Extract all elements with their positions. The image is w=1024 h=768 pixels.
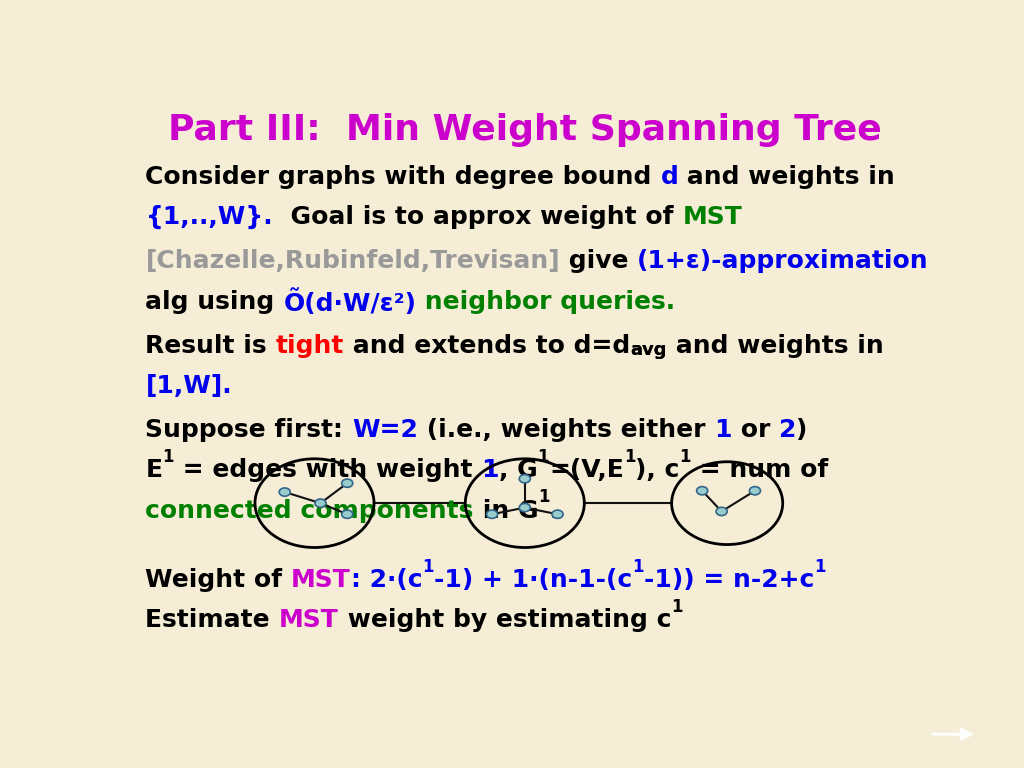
Text: Part III:  Min Weight Spanning Tree: Part III: Min Weight Spanning Tree xyxy=(168,113,882,147)
Text: [1,W].: [1,W]. xyxy=(145,374,232,398)
Text: neighbor queries.: neighbor queries. xyxy=(417,290,676,313)
Text: avg: avg xyxy=(631,341,667,359)
Text: 1: 1 xyxy=(714,419,732,442)
Text: Estimate: Estimate xyxy=(145,608,279,632)
Text: alg using: alg using xyxy=(145,290,284,313)
Text: Õ(d·W/ε²): Õ(d·W/ε²) xyxy=(284,290,417,316)
Text: 2: 2 xyxy=(779,419,797,442)
Circle shape xyxy=(750,487,761,495)
Text: MST: MST xyxy=(279,608,339,632)
Text: 1: 1 xyxy=(624,448,635,466)
Text: (i.e., weights either: (i.e., weights either xyxy=(418,419,714,442)
Text: in G: in G xyxy=(474,498,539,523)
Text: weight by estimating c: weight by estimating c xyxy=(339,608,671,632)
Text: E: E xyxy=(145,458,163,482)
Text: MST: MST xyxy=(682,205,742,229)
Text: ): ) xyxy=(797,419,808,442)
Circle shape xyxy=(486,510,498,518)
Text: -1)) = n-2+c: -1)) = n-2+c xyxy=(644,568,814,592)
Circle shape xyxy=(342,510,353,518)
Text: Suppose first:: Suppose first: xyxy=(145,419,352,442)
Text: W=2: W=2 xyxy=(352,419,418,442)
Text: avg: avg xyxy=(631,341,667,359)
Circle shape xyxy=(716,508,727,515)
Circle shape xyxy=(519,475,530,483)
Text: , G: , G xyxy=(499,458,538,482)
Text: = num of: = num of xyxy=(691,458,828,482)
Text: 1: 1 xyxy=(539,488,550,506)
Text: : 2·(c: : 2·(c xyxy=(351,568,423,592)
Circle shape xyxy=(342,479,353,488)
Text: {1,..,W}.: {1,..,W}. xyxy=(145,205,273,229)
Text: Result is: Result is xyxy=(145,334,275,358)
Text: 1: 1 xyxy=(633,558,644,575)
Text: and weights in: and weights in xyxy=(679,165,895,189)
Circle shape xyxy=(280,488,290,496)
Text: 1: 1 xyxy=(423,558,434,575)
Text: Weight of: Weight of xyxy=(145,568,291,592)
Text: 1: 1 xyxy=(814,558,825,575)
Text: ), c: ), c xyxy=(635,458,680,482)
Text: and extends to d=d: and extends to d=d xyxy=(344,334,631,358)
Text: tight: tight xyxy=(275,334,344,358)
Text: d: d xyxy=(660,165,679,189)
Circle shape xyxy=(519,504,530,511)
Text: 1: 1 xyxy=(481,458,499,482)
Text: 1: 1 xyxy=(163,448,174,466)
Text: 1: 1 xyxy=(680,448,691,466)
Text: 1: 1 xyxy=(671,598,683,616)
Circle shape xyxy=(315,499,326,508)
Text: connected components: connected components xyxy=(145,498,474,523)
Text: give: give xyxy=(560,250,637,273)
Text: 1: 1 xyxy=(538,448,549,466)
Text: or: or xyxy=(732,419,779,442)
Circle shape xyxy=(696,487,708,495)
Text: and weights in: and weights in xyxy=(667,334,884,358)
Text: [Chazelle,Rubinfeld,Trevisan]: [Chazelle,Rubinfeld,Trevisan] xyxy=(145,250,560,273)
Text: .: . xyxy=(550,498,559,523)
Text: = edges with weight: = edges with weight xyxy=(174,458,481,482)
Text: Consider graphs with degree bound: Consider graphs with degree bound xyxy=(145,165,660,189)
Text: MST: MST xyxy=(291,568,351,592)
Text: =(V,E: =(V,E xyxy=(549,458,624,482)
Text: (1+ε)-approximation: (1+ε)-approximation xyxy=(637,250,929,273)
Text: -1) + 1·(n-1-(c: -1) + 1·(n-1-(c xyxy=(434,568,633,592)
Circle shape xyxy=(552,510,563,518)
Text: Goal is to approx weight of: Goal is to approx weight of xyxy=(273,205,682,229)
